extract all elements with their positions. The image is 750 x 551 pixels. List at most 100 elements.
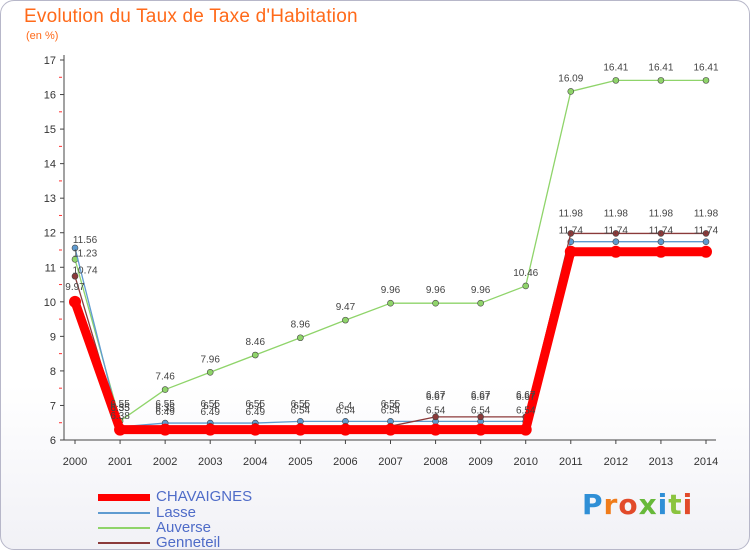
data-point-genneteil <box>612 230 620 237</box>
data-point-auverse <box>342 316 349 324</box>
y-tick-label: 7 <box>50 400 56 412</box>
logo-letter: i <box>682 488 694 521</box>
data-label-genneteil: 6.4 <box>384 401 398 412</box>
data-label-lasse: 6.49 <box>155 407 175 418</box>
data-label-lasse: 6.38 <box>110 411 130 422</box>
data-label-extra: 6.55 <box>200 399 220 410</box>
legend-swatch-lasse <box>98 512 150 514</box>
data-label-lasse: 6.49 <box>246 407 266 418</box>
data-point-auverse <box>387 299 394 307</box>
data-label-auverse: 11.23 <box>73 248 98 259</box>
data-label-auverse: 9.96 <box>471 285 491 296</box>
data-label-genneteil: 11.98 <box>649 208 674 219</box>
data-label-auverse: 10.46 <box>513 268 538 279</box>
data-label-auverse: 7.96 <box>200 354 220 365</box>
data-label-genneteil: 6.35 <box>110 403 130 414</box>
x-tick-label: 2004 <box>243 456 267 468</box>
data-label-genneteil: 6.67 <box>516 392 536 403</box>
data-point-chavaignes <box>384 423 397 436</box>
data-point-auverse <box>206 368 214 376</box>
data-label-extra: 6.55 <box>381 399 401 410</box>
data-label-genneteil: 6.35 <box>155 403 175 414</box>
x-tick-label: 2005 <box>288 456 312 468</box>
data-point-auverse <box>567 88 575 95</box>
data-point-auverse <box>432 299 439 307</box>
chart-subtitle: (en %) <box>26 30 59 42</box>
data-point-chavaignes <box>159 423 172 436</box>
legend-swatch-genneteil <box>98 542 150 544</box>
data-point-chavaignes <box>204 423 217 436</box>
data-point-auverse <box>477 299 484 307</box>
y-tick-label: 6 <box>50 435 56 447</box>
data-label-genneteil: 6.4 <box>338 401 352 412</box>
data-label-auverse: 8.96 <box>291 320 311 331</box>
y-tick-label: 16 <box>44 90 56 102</box>
data-label-extra: 6.55 <box>291 399 311 410</box>
data-label-extra: 6.67 <box>471 390 491 401</box>
x-tick-label: 2013 <box>649 456 673 468</box>
y-tick-label: 9 <box>50 331 56 343</box>
data-point-chavaignes <box>519 423 532 436</box>
data-point-auverse <box>612 77 620 84</box>
x-tick-label: 2003 <box>198 456 222 468</box>
x-tick-label: 2011 <box>559 456 583 468</box>
x-tick-label: 2014 <box>694 456 718 468</box>
data-label-auverse: 16.09 <box>558 73 583 84</box>
data-label-genneteil: 11.98 <box>604 208 629 219</box>
x-tick-label: 2001 <box>108 456 132 468</box>
y-tick-label: 15 <box>44 124 56 136</box>
data-point-chavaignes <box>339 423 352 436</box>
data-point-lasse <box>702 238 710 246</box>
proxiti-logo: Proxiti <box>582 488 693 521</box>
data-label-lasse: 6.54 <box>471 405 491 416</box>
data-label-lasse: 11.74 <box>604 226 629 237</box>
data-point-lasse <box>657 238 665 246</box>
data-point-chavaignes <box>564 245 577 258</box>
data-point-auverse <box>161 386 169 393</box>
y-tick-label: 12 <box>44 228 56 240</box>
data-label-auverse: 9.96 <box>426 285 446 296</box>
y-tick-label: 13 <box>44 193 56 205</box>
logo-letter: r <box>603 488 619 521</box>
chart-title: Evolution du Taux de Taxe d'Habitation <box>24 6 358 27</box>
data-label-genneteil: 10.74 <box>72 265 97 276</box>
data-label-lasse: 6.54 <box>381 405 401 416</box>
data-point-auverse <box>522 282 530 290</box>
x-tick-label: 2009 <box>468 456 492 468</box>
x-tick-label: 2008 <box>423 456 447 468</box>
y-tick-label: 8 <box>50 366 56 378</box>
logo-letter: P <box>582 488 604 521</box>
data-label-auverse: 9.96 <box>381 285 401 296</box>
data-point-auverse <box>297 334 304 342</box>
data-label-lasse: 11.56 <box>73 235 98 246</box>
data-label-genneteil: 6.67 <box>426 392 446 403</box>
data-label-lasse: 6.49 <box>200 407 220 418</box>
data-point-chavaignes <box>294 423 307 436</box>
x-tick-label: 2012 <box>604 456 628 468</box>
data-point-genneteil <box>702 230 710 237</box>
data-point-auverse <box>702 77 710 84</box>
data-label-genneteil: 6.4 <box>203 401 217 412</box>
data-label-lasse: 6.54 <box>291 405 311 416</box>
data-label-lasse: 11.74 <box>559 226 584 237</box>
x-tick-label: 2002 <box>153 456 177 468</box>
data-label-genneteil: 6.67 <box>471 392 491 403</box>
data-label-auverse: 16.41 <box>648 62 673 73</box>
x-tick-label: 2010 <box>513 456 537 468</box>
data-label-genneteil: 11.98 <box>694 208 719 219</box>
data-label-genneteil: 11.98 <box>559 208 584 219</box>
data-label-extra: 9.97 <box>65 282 85 293</box>
data-label-lasse: 11.74 <box>694 226 719 237</box>
data-point-auverse <box>251 351 259 359</box>
logo-letter: x <box>638 488 658 521</box>
data-label-auverse: 6.55 <box>110 403 130 414</box>
data-label-auverse: 8.46 <box>246 337 266 348</box>
legend-swatch-auverse <box>98 527 150 529</box>
data-label-auverse: 16.41 <box>603 62 628 73</box>
legend-label-auverse: Auverse <box>156 519 212 536</box>
legend-label-chavaignes: CHAVAIGNES <box>156 488 253 505</box>
legend-label-genneteil: Genneteil <box>156 534 221 551</box>
data-point-genneteil <box>477 413 484 421</box>
